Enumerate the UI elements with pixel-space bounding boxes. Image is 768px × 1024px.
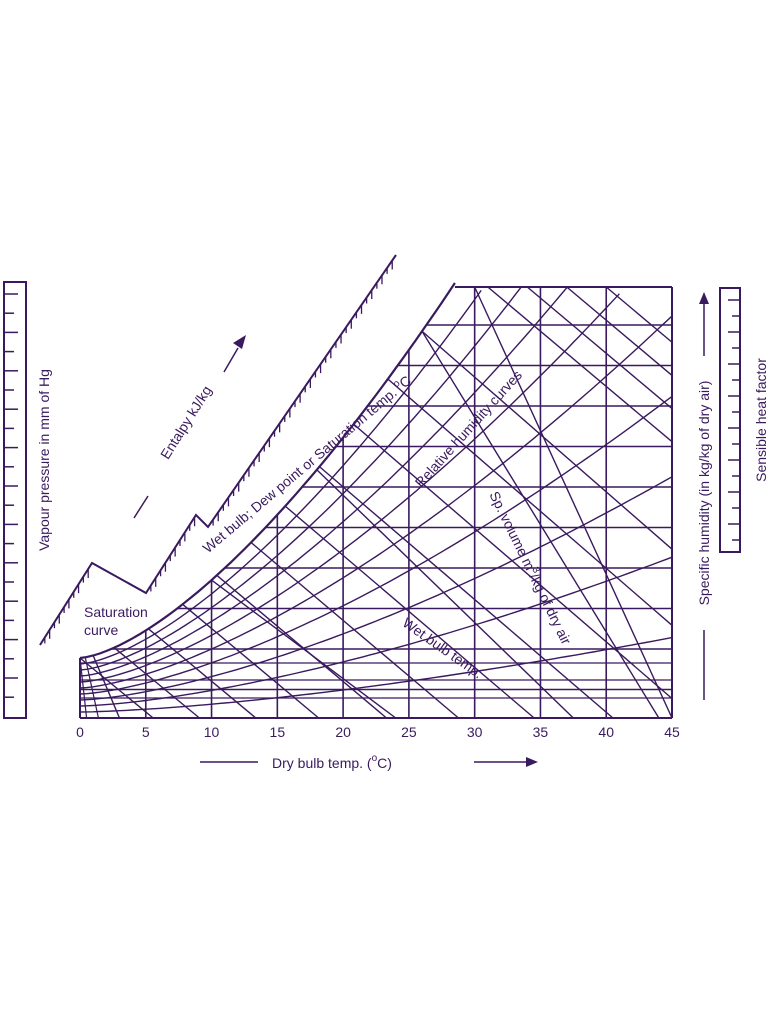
specific-volume-line	[316, 469, 574, 719]
saturation-curve-label-1: Saturation	[84, 604, 148, 620]
wet-bulb-line	[487, 286, 673, 443]
wet-bulb-line	[250, 541, 459, 719]
sensible-heat-label: Sensible heat factor	[753, 358, 768, 482]
wet-bulb-line	[79, 657, 154, 719]
x-axis-arrow-icon	[526, 757, 538, 767]
specific-volume-line	[84, 657, 100, 719]
wet-bulb-label: Wet bulb temp.	[400, 614, 486, 681]
specific-volume-line	[92, 655, 121, 719]
specific-humidity-label: Specific humidity (in kg/kg of dry air)	[696, 381, 712, 606]
vapour-pressure-scale	[3, 281, 27, 719]
specific-volume-line	[421, 330, 660, 719]
relative-humidity-curve	[79, 293, 620, 683]
saturation-curve-label-2: curve	[84, 622, 118, 638]
relative-humidity-curve	[79, 287, 568, 677]
wet-bulb-line	[526, 286, 673, 410]
wet-bulb-line	[566, 286, 673, 376]
x-axis-tick-label: 30	[467, 724, 483, 740]
relative-humidity-curve	[79, 289, 482, 665]
wet-bulb-line	[421, 330, 673, 550]
x-axis-tick-label: 10	[204, 724, 220, 740]
wet-bulb-line	[113, 647, 200, 719]
wet-bulb-line	[318, 466, 614, 719]
enthalpy-arrow-line	[133, 495, 149, 519]
x-axis-tick-label: 40	[598, 724, 614, 740]
specific-humidity-arrow-icon	[699, 292, 709, 304]
x-axis-tick-label: 5	[142, 724, 150, 740]
wet-bulb-line	[284, 505, 535, 719]
relative-humidity-curve	[79, 315, 673, 689]
x-axis-tick-label: 20	[335, 724, 351, 740]
wet-bulb-line	[387, 378, 673, 626]
specific-volume-line	[79, 657, 88, 719]
x-axis-tick-label: 35	[533, 724, 549, 740]
relative-humidity-curve	[79, 395, 673, 695]
enthalpy-arrow-icon	[233, 335, 246, 349]
x-axis-label: Dry bulb temp. (oC)	[272, 753, 392, 771]
relative-humidity-curve	[79, 636, 673, 713]
specific-volume-line	[211, 579, 397, 719]
x-axis-tick-labels: 0 5 10 15 20 25 30 35 40 45	[76, 724, 680, 740]
enthalpy-scale	[39, 254, 397, 646]
x-axis-tick-label: 0	[76, 724, 84, 740]
wet-bulb-line	[147, 628, 257, 719]
relative-humidity-curve	[79, 476, 673, 701]
vapour-pressure-ticks	[4, 293, 18, 698]
wet-bulb-line	[353, 423, 673, 700]
x-axis-tick-label: 15	[270, 724, 286, 740]
chart-grid	[79, 282, 673, 719]
vapour-pressure-label: Vapour pressure in mm of Hg	[36, 369, 52, 551]
sensible-heat-ticks	[728, 299, 740, 541]
enthalpy-label: Entalpy kJ/kg	[157, 383, 215, 462]
x-axis-tick-label: 25	[401, 724, 417, 740]
relative-humidity-curve	[79, 556, 673, 707]
saturation-curve	[79, 282, 456, 660]
specific-volume-line	[474, 286, 673, 719]
wet-bulb-line	[182, 603, 320, 719]
enthalpy-arrow-line-upper	[223, 347, 239, 373]
sensible-heat-scale	[719, 287, 741, 553]
wet-bulb-line	[605, 286, 673, 343]
x-axis-tick-label: 45	[664, 724, 680, 740]
relative-humidity-curve	[79, 287, 522, 671]
